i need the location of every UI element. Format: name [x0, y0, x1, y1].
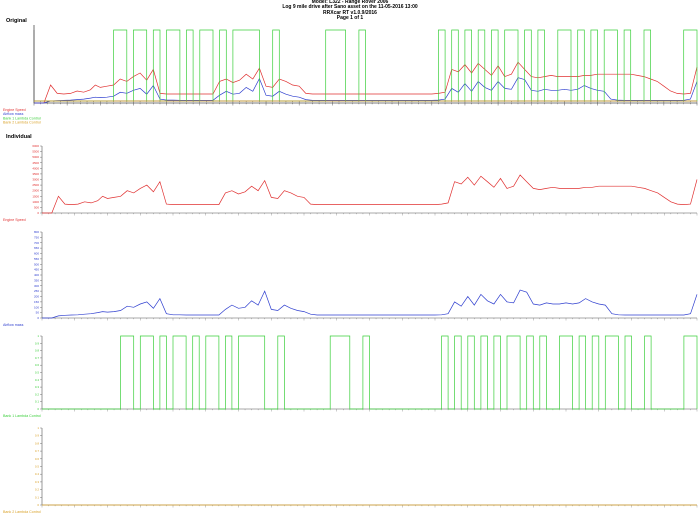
- bank1-y-tick-label: 1: [37, 334, 39, 338]
- bank1-y-tick-label: 0.3: [35, 385, 40, 389]
- bank1-panel: [40, 335, 698, 412]
- airflow-y-tick-label: 150: [34, 300, 39, 304]
- engine-speed-series-line: [42, 174, 698, 214]
- airflow-y-tick-label: 0: [37, 316, 39, 320]
- engine-speed-y-tick-label: 0: [37, 211, 39, 215]
- overview-bank1-series-line: [34, 29, 698, 102]
- bank2-y-tick-label: 0.5: [35, 465, 40, 469]
- airflow-y-tick-label: 250: [34, 289, 39, 293]
- bank1-y-tick-label: 0.5: [35, 371, 40, 375]
- engine-speed-y-tick-label: 1500: [32, 194, 39, 198]
- airflow-y-tick-label: 200: [34, 295, 39, 299]
- bank1-y-tick-label: 0.6: [35, 363, 40, 367]
- bank2-y-tick-label: 0.8: [35, 441, 40, 445]
- bank2-y-tick-label: 0.1: [35, 495, 40, 499]
- airflow-y-tick-label: 800: [34, 230, 39, 234]
- header-model: Model: L322 - Range Rover 2006: [311, 0, 389, 5]
- overview-legend-3: Bank 1 Lambda Control: [3, 116, 41, 120]
- engine-speed-y-tick-label: 4000: [32, 166, 39, 170]
- bank2-y-tick-label: 1: [37, 426, 39, 430]
- bank1-y-tick-label: 0.4: [35, 378, 40, 382]
- engine-speed-y-tick-label: 2000: [32, 189, 39, 193]
- airflow-y-tick-label: 750: [34, 235, 39, 239]
- engine-speed-y-tick-label: 1000: [32, 200, 39, 204]
- section-title-individual: Individual: [6, 134, 32, 140]
- overview-legend-1: Engine Speed: [3, 108, 26, 112]
- airflow-y-tick-label: 550: [34, 257, 39, 261]
- bank1-y-tick-label: 0.8: [35, 349, 40, 353]
- header-software-version: RRXcar RT v1.0.9/2016: [323, 9, 377, 16]
- bank1-series-label: Bank 1 Lambda Control: [3, 414, 41, 418]
- engine-speed-y-tick-label: 2500: [32, 183, 39, 187]
- engine-speed-y-tick-label: 4500: [32, 161, 39, 165]
- airflow-panel: [40, 231, 698, 321]
- bank1-y-tick-label: 0.7: [35, 356, 40, 360]
- airflow-y-tick-label: 650: [34, 246, 39, 250]
- bank2-y-tick-label: 0.2: [35, 488, 40, 492]
- airflow-y-tick-label: 450: [34, 268, 39, 272]
- overview-bank1-panel: [33, 29, 698, 104]
- bank1-y-tick-label: 0.1: [35, 400, 40, 404]
- overview-legend-4: Bank 2 Lambda Control: [3, 121, 41, 125]
- airflow-y-tick-label: 700: [34, 241, 39, 245]
- airflow-y-tick-label: 300: [34, 284, 39, 288]
- bank2-y-tick-label: 0.3: [35, 480, 40, 484]
- airflow-y-tick-label: 50: [36, 311, 40, 315]
- bank1-y-tick-label: 0: [37, 407, 39, 411]
- bank2-y-tick-label: 0.6: [35, 457, 40, 461]
- bank2-series-label: Bank 2 Lambda Control: [3, 510, 41, 514]
- bank2-y-tick-label: 0.4: [35, 472, 40, 476]
- bank1-y-tick-label: 0.9: [35, 341, 40, 345]
- airflow-y-tick-label: 600: [34, 252, 39, 256]
- airflow-y-tick-label: 350: [34, 278, 39, 282]
- airflow-y-tick-label: 500: [34, 262, 39, 266]
- engine-speed-y-tick-label: 5500: [32, 150, 39, 154]
- engine-speed-y-tick-label: 3000: [32, 178, 39, 182]
- engine-speed-y-tick-label: 500: [34, 205, 39, 209]
- overview-bank2-panel: [33, 30, 698, 104]
- engine-speed-y-tick-label: 3500: [32, 172, 39, 176]
- bank2-y-tick-label: 0.7: [35, 449, 40, 453]
- bank1-series-line: [42, 335, 698, 410]
- engine-speed-panel: [40, 145, 698, 216]
- header-page-number: Page 1 of 1: [336, 14, 364, 21]
- overview-legend-2: Airflow mass: [3, 112, 24, 116]
- airflow-y-tick-label: 100: [34, 305, 39, 309]
- report-header: Model: L322 - Range Rover 2006 Log 9 mil…: [0, 0, 700, 21]
- bank2-panel: [40, 427, 698, 508]
- engine-speed-y-tick-label: 6000: [32, 144, 39, 148]
- engine-speed-y-tick-label: 5000: [32, 155, 39, 159]
- header-log-description: Log 9 mile drive after Sano asset on the…: [282, 4, 418, 11]
- bank1-y-tick-label: 0.2: [35, 392, 40, 396]
- airflow-series-line: [42, 289, 698, 319]
- bank2-y-tick-label: 0: [37, 503, 39, 507]
- airflow-y-tick-label: 400: [34, 273, 39, 277]
- bank2-y-tick-label: 0.9: [35, 434, 40, 438]
- airflow-series-label: Airflow mass: [3, 323, 24, 327]
- section-title-original: Original: [6, 18, 27, 24]
- engine-speed-series-label: Engine Speed: [3, 218, 26, 222]
